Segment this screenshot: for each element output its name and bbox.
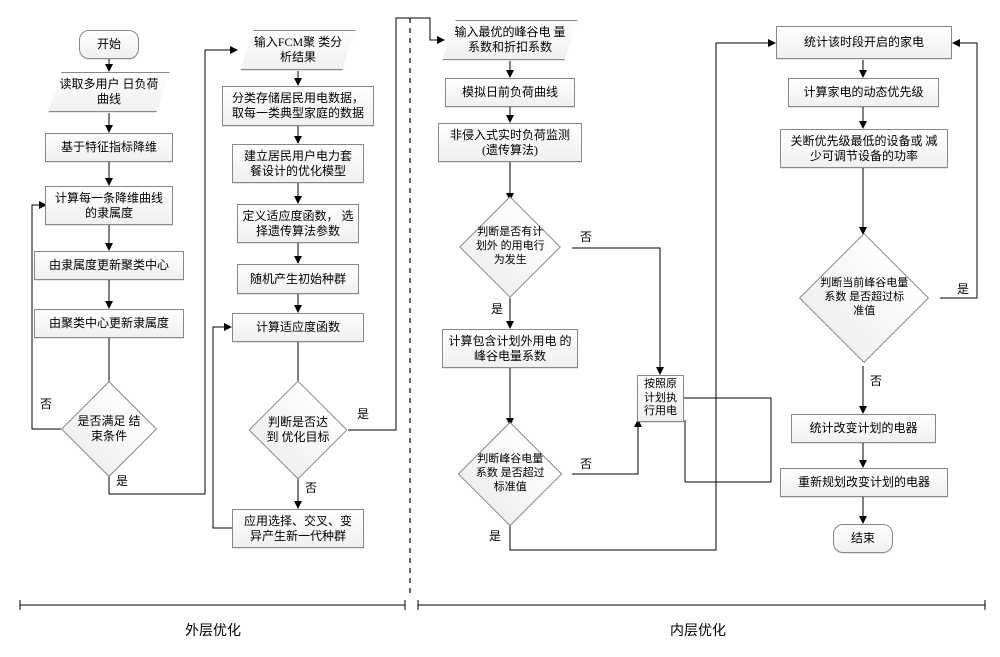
calcpeak-text: 计算包含计划外用电 的峰谷电量系数 bbox=[447, 334, 573, 364]
check2-diamond: 判断当前峰谷电量系数 是否超过标准值 bbox=[799, 233, 929, 363]
priority-node: 计算家电的动态优先级 bbox=[788, 78, 939, 107]
labelA-yes: 是 bbox=[116, 472, 128, 489]
peakcheck-diamond: 判断峰谷电量系数 是否超过标准值 bbox=[458, 422, 563, 527]
model-node: 建立居民用户电力套 餐设计的优化模型 bbox=[232, 144, 364, 183]
fitness-node: 定义适应度函数， 选择遗传算法参数 bbox=[237, 204, 359, 243]
inputB-node: 输入FCM聚 类分析结果 bbox=[241, 30, 356, 70]
replan-text: 重新规划改变计划的电器 bbox=[798, 475, 930, 490]
start-text: 开始 bbox=[97, 37, 121, 52]
center-text: 由隶属度更新聚类中心 bbox=[49, 258, 169, 273]
inner-caption: 内层优化 bbox=[670, 620, 726, 640]
dimred-node: 基于特征指标降维 bbox=[45, 133, 173, 162]
labelD-no: 否 bbox=[870, 372, 882, 389]
monitor-node: 非侵入式实时负荷监测 (遗传算法) bbox=[438, 123, 582, 162]
classify-text: 分类存储居民用电数据， 取每一类典型家庭的数据 bbox=[227, 91, 369, 121]
stat-node: 统计该时段开启的家电 bbox=[776, 26, 952, 59]
ga-text: 应用选择、交叉、变 异产生新一代种群 bbox=[237, 514, 359, 544]
peakcheck-text: 判断峰谷电量系数 是否超过标准值 bbox=[474, 453, 546, 494]
dimred-text: 基于特征指标降维 bbox=[61, 140, 157, 155]
labelB-no: 否 bbox=[305, 479, 317, 496]
inputB-text: 输入FCM聚 类分析结果 bbox=[251, 35, 345, 65]
labelA-no: 否 bbox=[40, 395, 52, 412]
stat-text: 统计该时段开启的家电 bbox=[804, 35, 924, 50]
condA-diamond: 是否满足 结束条件 bbox=[61, 381, 157, 477]
initpop-node: 随机产生初始种群 bbox=[237, 264, 359, 294]
inputC-node: 输入最优的峰谷电 量系数和折扣系数 bbox=[443, 20, 578, 60]
ga-node: 应用选择、交叉、变 异产生新一代种群 bbox=[232, 509, 364, 548]
calcpeak-node: 计算包含计划外用电 的峰谷电量系数 bbox=[442, 329, 578, 368]
update-node: 由聚类中心更新隶属度 bbox=[34, 309, 184, 338]
goal-diamond: 判断是否达到 优化目标 bbox=[249, 381, 348, 480]
cutoff-text: 关断优先级最低的设备或 减少可调节设备的功率 bbox=[785, 134, 943, 164]
end-text: 结束 bbox=[851, 531, 875, 546]
simulate-node: 模拟日前负荷曲线 bbox=[445, 78, 575, 107]
labelC1-yes: 是 bbox=[491, 300, 503, 317]
unexpected-text: 判断是否有计划外 的用电行为发生 bbox=[475, 226, 545, 267]
unexpected-diamond: 判断是否有计划外 的用电行为发生 bbox=[459, 196, 561, 298]
check2-text: 判断当前峰谷电量系数 是否超过标准值 bbox=[819, 277, 909, 318]
goal-text: 判断是否达到 优化目标 bbox=[264, 415, 332, 445]
center-node: 由隶属度更新聚类中心 bbox=[34, 251, 184, 280]
read-text: 读取多用户 日负荷曲线 bbox=[59, 77, 159, 107]
labelC2-yes: 是 bbox=[489, 527, 501, 544]
end-node: 结束 bbox=[833, 524, 893, 553]
replan-node: 重新规划改变计划的电器 bbox=[780, 468, 948, 497]
initpop-text: 随机产生初始种群 bbox=[250, 272, 346, 287]
calcfit-node: 计算适应度函数 bbox=[232, 313, 364, 342]
priority-text: 计算家电的动态优先级 bbox=[803, 85, 923, 100]
asplanned-node: 按照原 计划执 行用电 bbox=[637, 375, 684, 422]
labelB-yes: 是 bbox=[357, 405, 369, 422]
labelC2-no: 否 bbox=[580, 455, 592, 472]
asplanned-text: 按照原 计划执 行用电 bbox=[642, 378, 679, 419]
condA-text: 是否满足 结束条件 bbox=[76, 414, 142, 444]
calcfit-text: 计算适应度函数 bbox=[256, 320, 340, 335]
cutoff-node: 关断优先级最低的设备或 减少可调节设备的功率 bbox=[780, 129, 948, 168]
read-node: 读取多用户 日负荷曲线 bbox=[49, 72, 170, 112]
member-node: 计算每一条降维曲线 的隶属度 bbox=[45, 186, 173, 225]
inputC-text: 输入最优的峰谷电 量系数和折扣系数 bbox=[453, 25, 567, 55]
flowchart-canvas: 开始 读取多用户 日负荷曲线 基于特征指标降维 计算每一条降维曲线 的隶属度 由… bbox=[0, 0, 1000, 657]
labelD-yes: 是 bbox=[957, 280, 969, 297]
model-text: 建立居民用户电力套 餐设计的优化模型 bbox=[237, 149, 359, 179]
update-text: 由聚类中心更新隶属度 bbox=[49, 316, 169, 331]
labelC1-no: 否 bbox=[580, 228, 592, 245]
classify-node: 分类存储居民用电数据， 取每一类典型家庭的数据 bbox=[222, 86, 374, 126]
start-node: 开始 bbox=[79, 30, 139, 59]
restat-node: 统计改变计划的电器 bbox=[791, 414, 936, 443]
monitor-text: 非侵入式实时负荷监测 (遗传算法) bbox=[443, 128, 577, 158]
member-text: 计算每一条降维曲线 的隶属度 bbox=[50, 191, 168, 221]
simulate-text: 模拟日前负荷曲线 bbox=[462, 85, 558, 100]
fitness-text: 定义适应度函数， 选择遗传算法参数 bbox=[242, 209, 354, 239]
outer-caption: 外层优化 bbox=[185, 620, 241, 640]
restat-text: 统计改变计划的电器 bbox=[809, 421, 917, 436]
